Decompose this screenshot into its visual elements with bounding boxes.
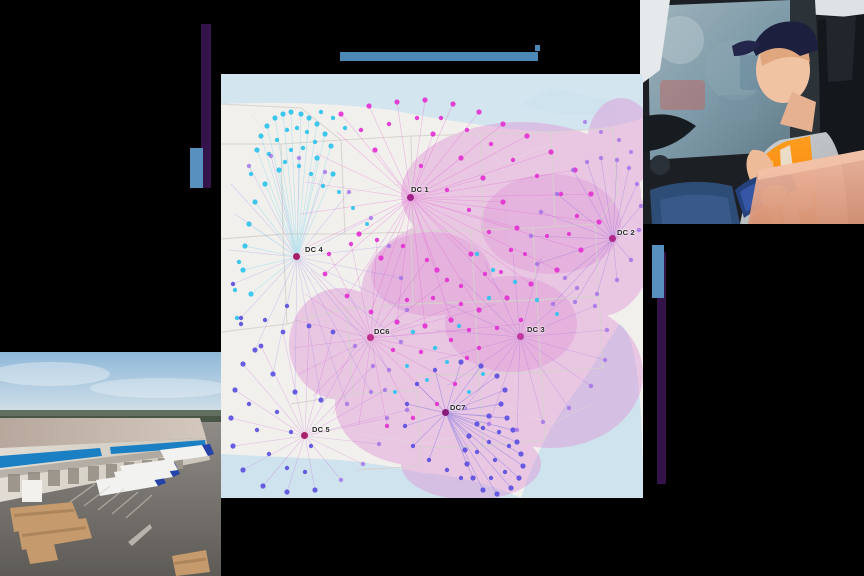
- dc-4-marker[interactable]: [293, 253, 300, 260]
- slide-title-tick-mark: [535, 45, 540, 51]
- accent-bar-purple-right: [657, 252, 666, 484]
- accent-bar-blue-left: [190, 148, 203, 188]
- photo-warehouse-aerial: [0, 352, 221, 576]
- accent-bar-purple-left: [201, 24, 211, 188]
- dc-2-marker[interactable]: [609, 235, 616, 242]
- dc-2-label: DC 2: [617, 228, 635, 237]
- dc-5-label: DC 5: [312, 425, 330, 434]
- map-svg: [221, 74, 643, 498]
- accent-bar-blue-right: [652, 245, 664, 298]
- dc-3-label: DC 3: [527, 325, 545, 334]
- slide-title-redaction: [340, 52, 538, 61]
- dc-7-label: DC7: [450, 403, 466, 412]
- dc-1-marker[interactable]: [407, 194, 414, 201]
- photo-delivery-driver: [640, 0, 864, 224]
- dc-5-marker[interactable]: [301, 432, 308, 439]
- dc-6-label: DC6: [374, 327, 390, 336]
- dc-7-marker[interactable]: [442, 409, 449, 416]
- dc-3-marker[interactable]: [517, 333, 524, 340]
- dc-6-marker[interactable]: [367, 334, 374, 341]
- logistics-network-map[interactable]: DC 1 DC 2 DC 3 DC 4 DC 5 DC6 DC7: [221, 74, 643, 498]
- dc-4-label: DC 4: [305, 245, 323, 254]
- dc-1-label: DC 1: [411, 185, 429, 194]
